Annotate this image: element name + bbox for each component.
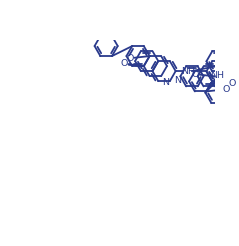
Text: N: N xyxy=(174,76,181,85)
Text: O: O xyxy=(126,54,134,63)
Text: NH: NH xyxy=(181,67,195,76)
Text: O: O xyxy=(228,79,236,88)
Text: O: O xyxy=(223,85,230,94)
Text: NH: NH xyxy=(210,71,224,80)
Text: O: O xyxy=(120,60,128,68)
Text: O: O xyxy=(192,70,199,79)
Text: N: N xyxy=(162,78,169,87)
